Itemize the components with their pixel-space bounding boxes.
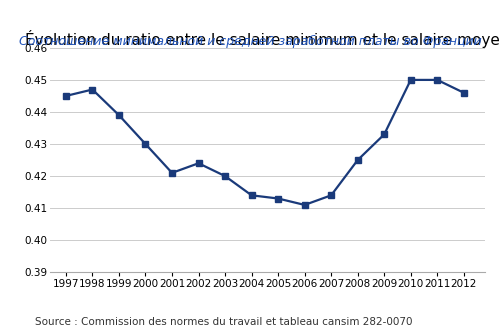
Text: Source : Commission des normes du travail et tableau cansim 282-0070: Source : Commission des normes du travai… — [35, 317, 412, 327]
Title: Évolution du ratio entre le salaire minimum et le salaire moyen: Évolution du ratio entre le salaire mini… — [25, 30, 500, 48]
Text: Соотношение минимальной и средней заработной платы во Франции: Соотношение минимальной и средней зарабо… — [18, 35, 481, 48]
